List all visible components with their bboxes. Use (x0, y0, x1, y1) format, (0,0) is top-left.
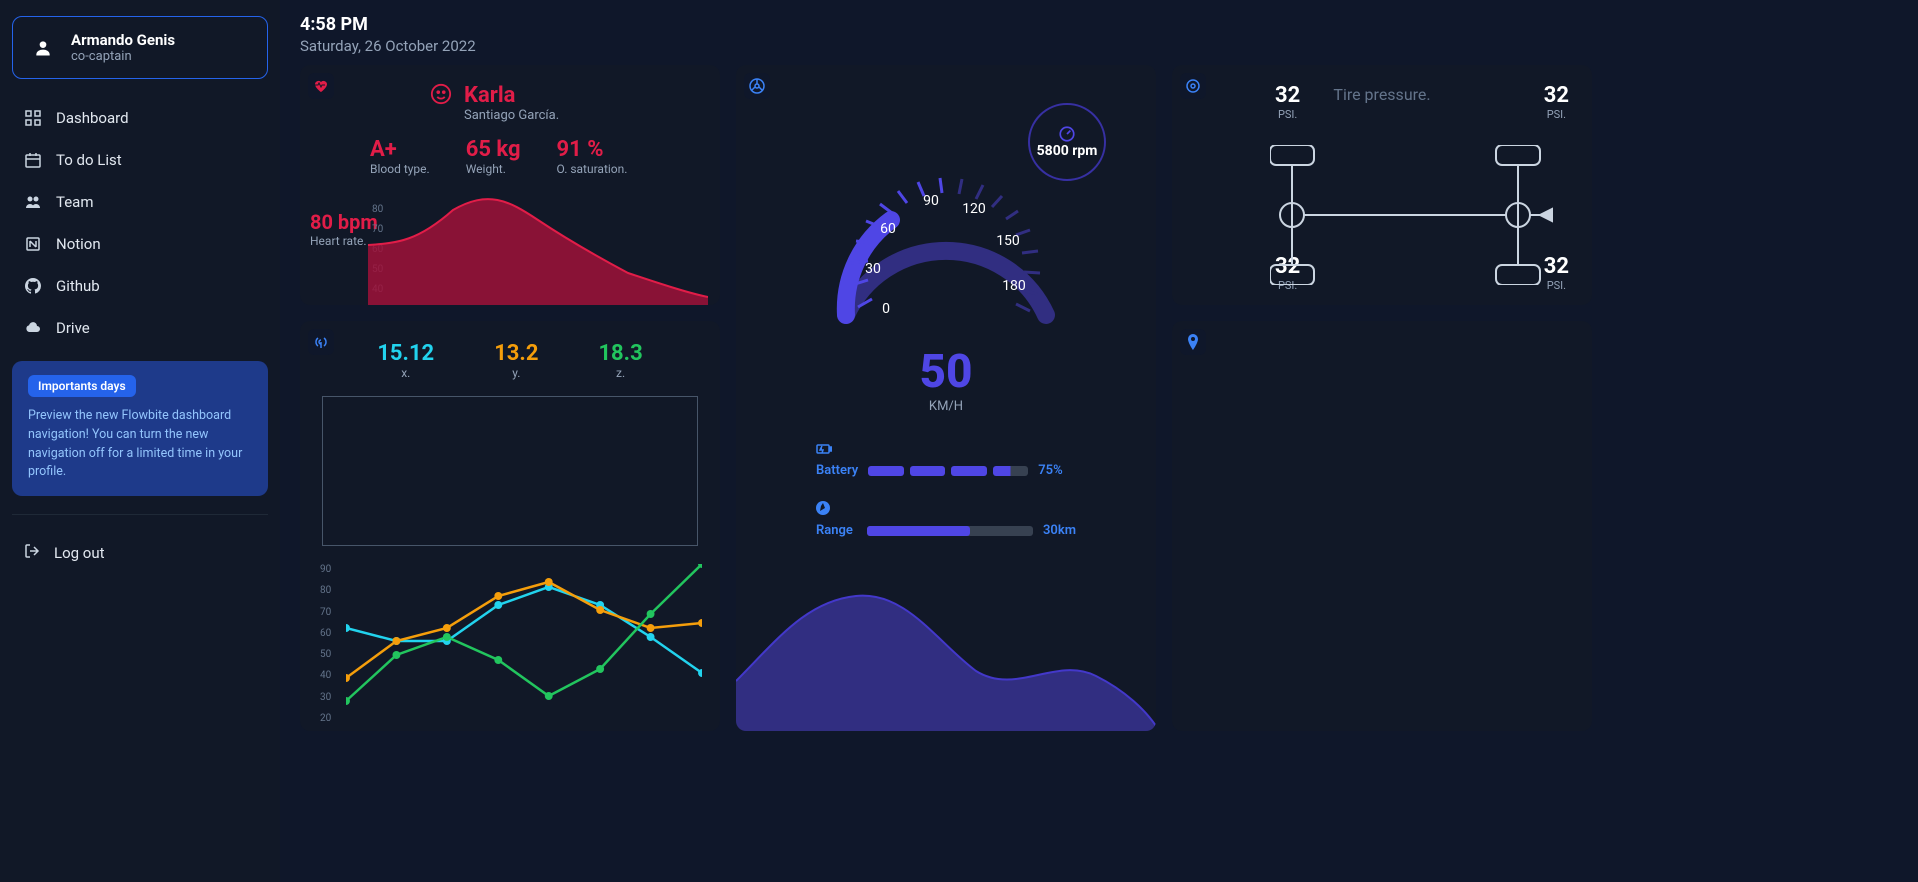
battery-label: Battery (816, 463, 858, 478)
grid-icon (24, 109, 42, 127)
logout-label: Log out (54, 544, 105, 562)
heart-icon (308, 73, 334, 99)
svg-text:60: 60 (880, 221, 896, 237)
sidebar: Armando Genis co-captain Dashboard To do… (0, 0, 280, 882)
svg-text:90: 90 (923, 193, 939, 209)
team-icon (24, 193, 42, 211)
tire-fl: 32PSI. (1275, 83, 1300, 121)
logout-button[interactable]: Log out (12, 533, 268, 573)
user-role: co-captain (71, 49, 175, 64)
x-stat: 15.12x. (377, 341, 434, 380)
notion-icon (24, 235, 42, 253)
nav-label: Notion (56, 235, 101, 253)
cloud-icon (24, 319, 42, 337)
speed-gauge: 0 30 60 90 120 150 180 (816, 145, 1076, 345)
nav-team[interactable]: Team (12, 181, 268, 223)
smile-icon (430, 83, 452, 109)
nav-dashboard[interactable]: Dashboard (12, 97, 268, 139)
info-badge: Importants days (28, 375, 136, 397)
svg-text:30: 30 (865, 261, 881, 277)
battery-row: Battery 75% (816, 440, 1076, 478)
logout-icon (24, 543, 40, 563)
svg-text:0: 0 (882, 301, 890, 317)
xyz-chart: 9080706050403020 (346, 564, 702, 724)
svg-text:180: 180 (1002, 278, 1026, 294)
dashboard-grid: Karla Santiago García. A+Blood type. 65 … (300, 65, 1898, 731)
range-label: Range (816, 523, 853, 538)
main: 4:58 PM Saturday, 26 October 2022 Karla … (280, 0, 1918, 882)
header-date: Saturday, 26 October 2022 (300, 37, 1898, 55)
blood-stat: A+Blood type. (370, 137, 430, 176)
avatar-icon (31, 36, 55, 60)
range-row: Range 30km (816, 500, 1076, 538)
header-time: 4:58 PM (300, 14, 1898, 35)
nav-github[interactable]: Github (12, 265, 268, 307)
sensor-card: 15.12x. 13.2y. 18.3z. 9080706050403020 (300, 321, 720, 731)
info-text: Preview the new Flowbite dashboard navig… (28, 407, 252, 482)
calendar-icon (24, 151, 42, 169)
speed-wave-chart (736, 581, 1156, 731)
header: 4:58 PM Saturday, 26 October 2022 (300, 14, 1898, 55)
chassis-diagram (1270, 145, 1570, 285)
nav-label: Drive (56, 319, 90, 337)
signal-icon (308, 329, 334, 355)
tire-fr: 32PSI. (1544, 83, 1569, 121)
y-stat: 13.2y. (494, 341, 538, 380)
scope-box (322, 396, 698, 546)
tires-card: Tire pressure. 32PSI. 32PSI. 32PSI. 32PS… (1172, 65, 1592, 305)
gauge-icon (1058, 125, 1076, 143)
nav-todo[interactable]: To do List (12, 139, 268, 181)
z-stat: 18.3z. (598, 341, 642, 380)
compass-icon (816, 500, 830, 519)
nav-label: Github (56, 277, 100, 295)
o2-stat: 91 %O. saturation. (557, 137, 628, 176)
nav-label: Team (56, 193, 94, 211)
speed-card: 5800 rpm (736, 65, 1156, 731)
svg-text:150: 150 (996, 233, 1020, 249)
nav-label: Dashboard (56, 109, 129, 127)
patient-subtitle: Santiago García. (464, 108, 559, 123)
battery-icon (816, 440, 832, 459)
patient-name: Karla (464, 83, 559, 108)
divider (12, 514, 268, 515)
weight-stat: 65 kgWeight. (466, 137, 521, 176)
nav-label: To do List (56, 151, 122, 169)
user-card[interactable]: Armando Genis co-captain (12, 16, 268, 79)
info-box: Importants days Preview the new Flowbite… (12, 361, 268, 496)
github-icon (24, 277, 42, 295)
user-name: Armando Genis (71, 31, 175, 49)
map-card (1172, 321, 1592, 731)
battery-percent: 75% (1038, 463, 1062, 478)
speed-value: 50 (919, 345, 972, 399)
heart-rate-chart (368, 195, 708, 305)
svg-text:120: 120 (962, 201, 986, 217)
speed-unit: KM/H (929, 399, 963, 414)
pin-icon (1180, 329, 1206, 355)
health-card: Karla Santiago García. A+Blood type. 65 … (300, 65, 720, 305)
nav-notion[interactable]: Notion (12, 223, 268, 265)
nav-drive[interactable]: Drive (12, 307, 268, 349)
range-value: 30km (1043, 523, 1076, 538)
steering-icon (744, 73, 770, 99)
nav: Dashboard To do List Team Notion Github … (12, 97, 268, 349)
